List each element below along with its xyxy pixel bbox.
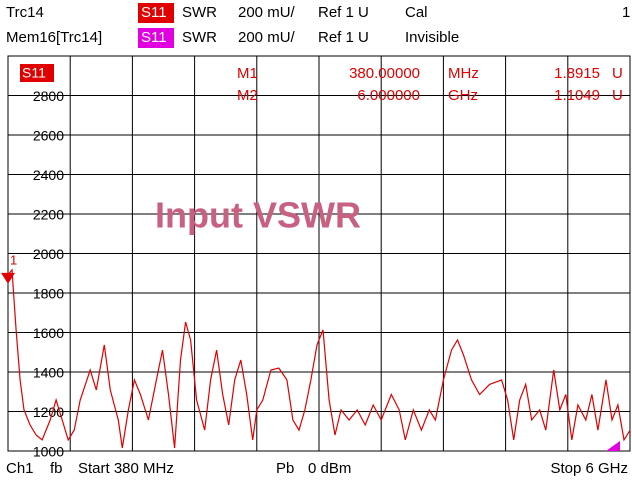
y-tick-label: 2400 bbox=[33, 167, 64, 183]
footer-channel: Ch1 bbox=[6, 460, 34, 477]
param: S11 bbox=[141, 4, 167, 21]
plot: 1000 1200 1400 1600 1800 2000 2200 2400 2600 2800… bbox=[1, 55, 631, 460]
y-tick-label: 1200 bbox=[33, 404, 64, 420]
y-tick-label: 1600 bbox=[33, 325, 64, 341]
marker-tag: 1 bbox=[10, 252, 17, 267]
scale: 200 mU/ bbox=[238, 4, 296, 21]
trace-name: Trc14 bbox=[6, 4, 44, 21]
status: Invisible bbox=[405, 29, 459, 46]
y-tick-label: 2200 bbox=[33, 207, 64, 223]
marker-stimulus: 6.000000 bbox=[357, 87, 420, 104]
memory-indicator bbox=[606, 441, 620, 451]
ref: Ref 1 U bbox=[318, 29, 369, 46]
marker-name: M1 bbox=[237, 65, 258, 82]
trace-label: S11 bbox=[22, 65, 46, 81]
channel-number: 1 bbox=[622, 4, 630, 21]
marker-symbol bbox=[1, 272, 15, 284]
y-tick-label: 2800 bbox=[33, 88, 64, 104]
y-tick-label: 2600 bbox=[33, 128, 64, 144]
marker-response: 1.8915 bbox=[554, 65, 600, 82]
status: Cal bbox=[405, 4, 428, 21]
param-box bbox=[138, 28, 174, 48]
y-tick-label: 2000 bbox=[33, 246, 64, 262]
footer-start: Start 380 MHz bbox=[78, 460, 174, 477]
y-tick-label: 1000 bbox=[33, 444, 64, 460]
y-tick-label: 1400 bbox=[33, 365, 64, 381]
ref: Ref 1 U bbox=[318, 4, 369, 21]
trace-name: Mem16[Trc14] bbox=[6, 29, 102, 46]
chart-title: Input VSWR bbox=[155, 195, 361, 236]
trace-label-box bbox=[20, 64, 54, 82]
marker-response: 1.1049 bbox=[554, 87, 600, 104]
trace-line bbox=[7, 268, 631, 449]
footer-power: 0 dBm bbox=[308, 460, 351, 477]
param: S11 bbox=[141, 29, 167, 46]
marker-stimulus: 380.00000 bbox=[349, 65, 420, 82]
marker-name: M2 bbox=[237, 87, 258, 104]
footer-mode: fb bbox=[50, 460, 63, 477]
footer-power-label: Pb bbox=[276, 460, 294, 477]
y-tick-label: 1800 bbox=[33, 286, 64, 302]
marker-response-unit: U bbox=[612, 65, 623, 82]
scale: 200 mU/ bbox=[238, 29, 296, 46]
param-box bbox=[138, 3, 174, 23]
marker-stimulus-unit: MHz bbox=[448, 65, 479, 82]
footer-stop: Stop 6 GHz bbox=[550, 460, 628, 477]
format: SWR bbox=[182, 29, 217, 46]
marker-response-unit: U bbox=[612, 87, 623, 104]
format: SWR bbox=[182, 4, 217, 21]
marker-stimulus-unit: GHz bbox=[448, 87, 478, 104]
